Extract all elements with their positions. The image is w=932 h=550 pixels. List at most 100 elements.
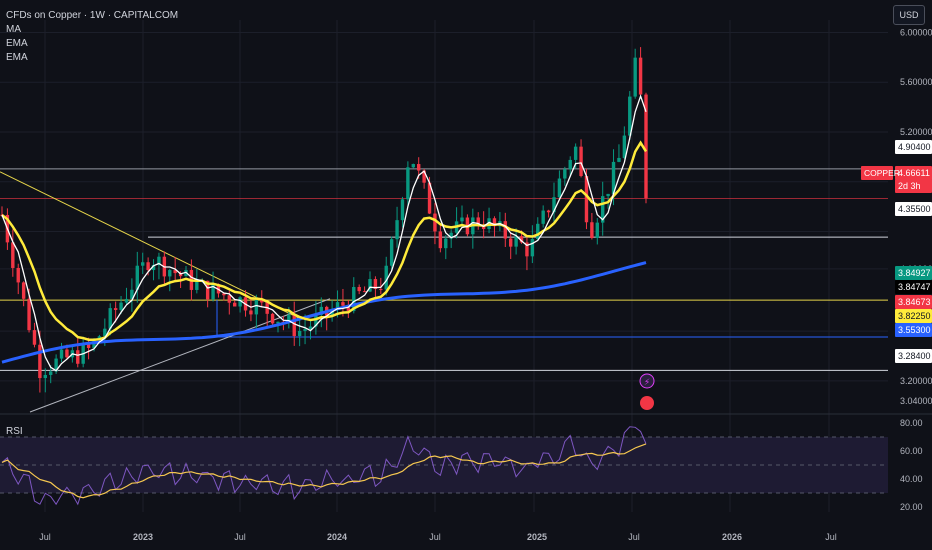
time-axis-label: 2023 <box>133 532 153 542</box>
candle-body <box>130 289 134 299</box>
candle-body <box>590 222 594 238</box>
candle-body <box>417 164 421 171</box>
candle-body <box>601 196 605 223</box>
candle-body <box>168 270 172 277</box>
candle-body <box>65 349 69 358</box>
candle-body <box>492 218 497 227</box>
candle-body <box>254 299 259 315</box>
candle-body <box>622 135 627 158</box>
candle-body <box>519 236 524 243</box>
candle-body <box>552 197 556 213</box>
time-axis-label: 2025 <box>527 532 547 542</box>
dividend-event-glyph: ⚡ <box>644 378 650 388</box>
candle-body <box>384 265 388 290</box>
candle-body <box>568 159 572 170</box>
candle-body <box>638 57 643 95</box>
time-axis-label: Jul <box>234 532 246 542</box>
candle-body <box>211 284 215 300</box>
candle-body <box>400 199 405 221</box>
candle-body <box>541 210 545 224</box>
rsi-axis-tick: 40.00 <box>900 474 923 484</box>
candle-body <box>389 239 394 266</box>
resistance-trendline <box>0 171 301 320</box>
candle-body <box>270 313 275 324</box>
price-label-text: 3.82250 <box>898 311 931 321</box>
candle-body <box>292 315 296 337</box>
candle-body <box>32 330 37 345</box>
candle-body <box>21 282 26 299</box>
price-label-box <box>895 202 932 216</box>
candle-body <box>346 305 351 312</box>
candle-body <box>411 164 415 168</box>
time-axis-label: Jul <box>628 532 640 542</box>
time-axis-label: Jul <box>39 532 51 542</box>
candle-body <box>314 314 318 327</box>
candle-body <box>427 182 432 214</box>
rsi-axis-tick: 80.00 <box>900 418 923 428</box>
candle-body <box>27 298 31 331</box>
time-axis-label: 2024 <box>327 532 347 542</box>
candle-body <box>584 176 589 223</box>
price-axis-tick: 6.00000 <box>900 27 932 37</box>
currency-button[interactable]: USD <box>893 5 925 25</box>
candle-body <box>141 262 145 266</box>
rsi-pane-label[interactable]: RSI <box>6 426 23 437</box>
candle-body <box>86 343 91 348</box>
candle-body <box>195 281 199 290</box>
rsi-axis-tick: 60.00 <box>900 446 923 456</box>
candle-body <box>373 279 378 289</box>
candle-body <box>319 306 323 315</box>
candle-body <box>362 291 367 293</box>
price-label-text: 4.90400 <box>898 142 931 152</box>
candle-body <box>606 193 610 197</box>
price-label-text: 4.66611 <box>898 168 930 178</box>
candle-body <box>525 242 529 257</box>
price-label-box <box>895 309 932 323</box>
candle-body <box>157 256 161 266</box>
candle-body <box>49 371 53 375</box>
price-label-text: 3.84673 <box>898 297 931 307</box>
candle-body <box>595 222 599 238</box>
price-label-box <box>895 179 932 193</box>
candle-body <box>330 309 334 316</box>
indicator-ma-label[interactable]: MA <box>6 24 21 35</box>
price-label-box <box>895 280 932 294</box>
price-axis-tick: 5.20000 <box>900 127 932 137</box>
candle-body <box>54 358 58 372</box>
candle-body <box>11 242 15 268</box>
candle-body <box>108 308 112 329</box>
price-label-text: 3.55300 <box>898 325 931 335</box>
candle-body <box>514 236 518 247</box>
indicator-ema-label[interactable]: EMA <box>6 38 28 49</box>
candle-body <box>146 262 150 271</box>
candle-body <box>579 146 583 177</box>
candle-body <box>113 308 118 310</box>
candle-body <box>135 265 139 290</box>
candle-body <box>617 157 621 162</box>
price-label-box <box>895 349 932 363</box>
price-axis-tick: 3.20000 <box>900 376 932 386</box>
price-label-box <box>895 140 932 154</box>
candle-body <box>438 231 443 249</box>
candle-body <box>611 161 616 194</box>
symbol-tag-box <box>861 166 893 180</box>
candle-body <box>536 223 540 240</box>
price-label-box <box>895 166 932 180</box>
candle-body <box>178 273 183 277</box>
chart-legend: CFDs on Copper · 1W · CAPITALCOM MA EMA … <box>6 9 178 65</box>
candle-body <box>476 217 480 225</box>
candle-body <box>16 267 20 283</box>
candle-body <box>297 330 302 337</box>
price-axis-tick: 5.60000 <box>900 77 932 87</box>
price-label-text: 3.84927 <box>898 268 931 278</box>
symbol-title[interactable]: CFDs on Copper · 1W · CAPITALCOM <box>6 10 179 21</box>
candle-body <box>449 232 453 239</box>
candle-body <box>379 288 383 290</box>
candle-body <box>249 310 253 315</box>
indicator-ema-label-2[interactable]: EMA <box>6 52 28 63</box>
candle-body <box>227 295 231 303</box>
candle-body <box>422 170 426 183</box>
candle-body <box>308 326 313 329</box>
time-axis-label: 2026 <box>722 532 742 542</box>
